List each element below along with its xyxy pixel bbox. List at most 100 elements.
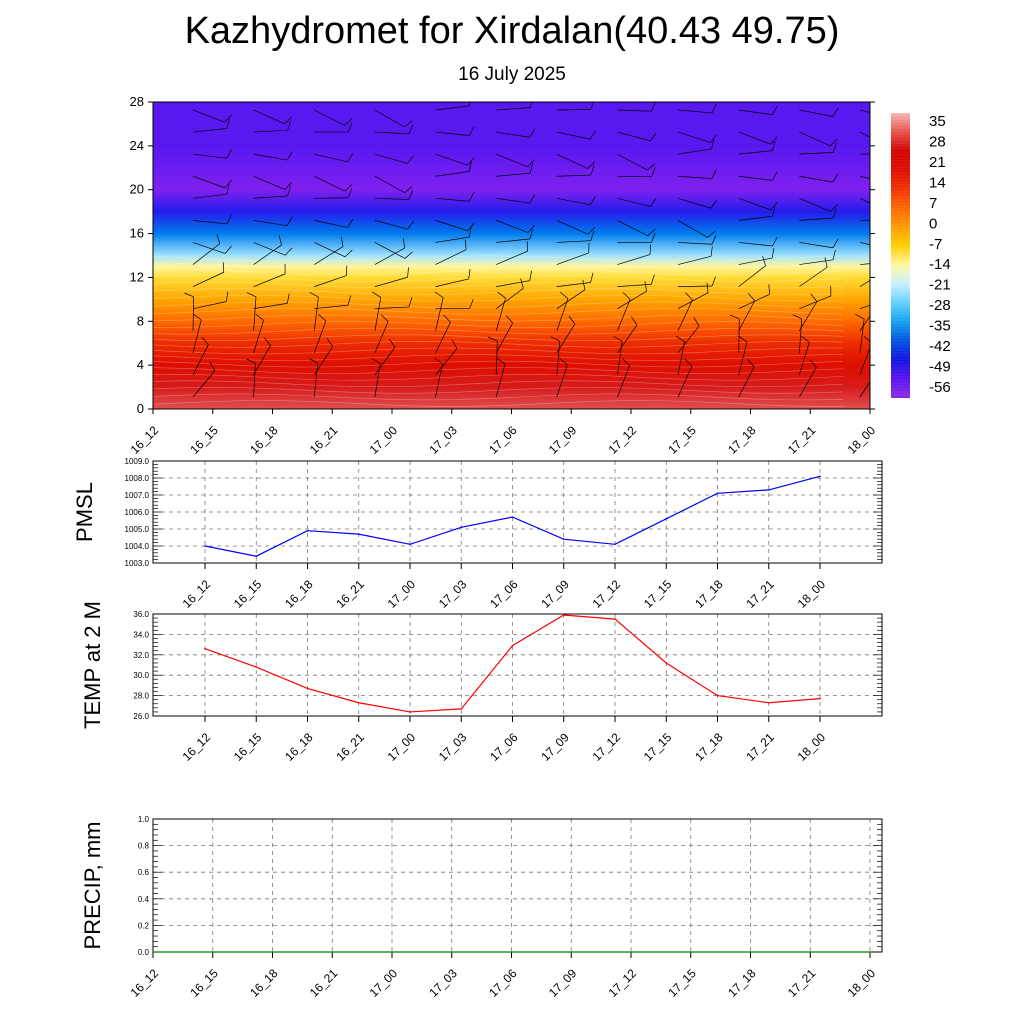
x-tick-label: 17_15 bbox=[665, 423, 699, 457]
x-tick-label: 17_18 bbox=[692, 730, 726, 764]
wind-barb bbox=[678, 255, 712, 265]
wind-barb bbox=[799, 197, 831, 212]
data-point bbox=[716, 694, 719, 697]
x-tick-label: 17_18 bbox=[725, 423, 759, 457]
x-tick-label: 16_12 bbox=[180, 730, 214, 764]
colorbar-ramp bbox=[891, 113, 910, 398]
y-tick-label: 8 bbox=[137, 313, 144, 328]
wind-barb-feather bbox=[832, 107, 839, 117]
wind-barb bbox=[253, 363, 256, 398]
wind-barb-feather bbox=[434, 291, 444, 298]
data-point bbox=[562, 614, 565, 616]
x-tick-label: 18_00 bbox=[845, 423, 879, 457]
wind-barb bbox=[314, 242, 346, 258]
wind-barb bbox=[313, 296, 319, 331]
wind-barb bbox=[799, 109, 833, 117]
x-tick-label: 17_09 bbox=[538, 730, 572, 764]
data-point bbox=[511, 644, 514, 647]
wind-barb bbox=[556, 323, 576, 354]
data-point bbox=[869, 951, 871, 953]
x-tick-label: 17_00 bbox=[385, 730, 419, 764]
colorbar-label: -49 bbox=[929, 359, 951, 376]
data-point bbox=[357, 701, 360, 704]
wind-barb-feather bbox=[706, 282, 709, 293]
wind-barb bbox=[314, 153, 348, 163]
wind-barb-feather bbox=[590, 165, 595, 176]
wind-barb-feather bbox=[469, 299, 474, 309]
wind-barb-feather bbox=[685, 292, 693, 301]
wind-barb bbox=[859, 131, 870, 138]
x-tick-label: 16_12 bbox=[128, 423, 162, 457]
wind-barb bbox=[799, 175, 833, 183]
cross-section-panel: 0 4 8 12 16 20 24 28 16_12 16_15 16_18 16_21 17_00 17… bbox=[128, 94, 889, 457]
data-point bbox=[450, 951, 453, 953]
wind-barb-feather bbox=[887, 259, 889, 269]
colorbar-label: -14 bbox=[929, 256, 951, 273]
wind-barb bbox=[495, 297, 506, 331]
x-tick-label: 16_12 bbox=[128, 966, 162, 1000]
wind-barb-feather bbox=[286, 216, 293, 226]
wind-barb bbox=[738, 215, 773, 221]
data-point bbox=[819, 697, 821, 700]
data-point bbox=[152, 951, 154, 953]
wind-barb bbox=[859, 109, 870, 113]
wind-barb bbox=[496, 107, 531, 111]
wind-barb-feather bbox=[347, 188, 353, 198]
wind-barb bbox=[617, 299, 631, 331]
wind-barb bbox=[435, 153, 468, 166]
wind-barb bbox=[435, 220, 468, 232]
data-point bbox=[255, 555, 258, 557]
wind-barb-feather bbox=[768, 284, 770, 295]
wind-barb bbox=[313, 320, 327, 353]
wind-barb-feather bbox=[711, 234, 717, 245]
wind-barb-feather bbox=[644, 281, 647, 292]
wind-barb-feather bbox=[226, 214, 232, 225]
wind-barb bbox=[192, 220, 227, 225]
wind-barb bbox=[496, 172, 531, 177]
wind-barb-feather bbox=[287, 186, 291, 197]
colorbar-label: 14 bbox=[929, 174, 946, 191]
wind-barb bbox=[314, 220, 348, 228]
y-axis-label: PMSL bbox=[72, 482, 97, 542]
wind-barb-feather bbox=[824, 257, 828, 268]
wind-barb bbox=[313, 363, 319, 398]
wind-barb-feather bbox=[468, 161, 472, 172]
wind-barb bbox=[799, 152, 834, 155]
contour-line bbox=[153, 275, 844, 282]
contour-line bbox=[153, 387, 844, 394]
wind-barb bbox=[314, 197, 349, 199]
wind-barb bbox=[253, 345, 271, 376]
contour-line bbox=[153, 321, 844, 328]
data-point bbox=[255, 666, 258, 668]
wind-barb-feather bbox=[488, 336, 498, 342]
y-tick-label: 28 bbox=[130, 94, 144, 109]
contour-line bbox=[153, 281, 844, 289]
wind-barb-feather bbox=[497, 291, 506, 299]
wind-barb bbox=[859, 304, 870, 310]
x-tick-label: 16_21 bbox=[333, 577, 367, 611]
wind-barb bbox=[859, 242, 870, 245]
wind-barb-feather bbox=[309, 291, 319, 298]
wind-barb-feather bbox=[771, 248, 775, 259]
x-tick-label: 17_09 bbox=[546, 966, 580, 1000]
data-point bbox=[562, 538, 565, 540]
wind-barb bbox=[617, 197, 651, 207]
wind-barb-feather bbox=[467, 222, 475, 232]
data-point bbox=[306, 529, 309, 532]
x-tick-label: 17_06 bbox=[486, 966, 520, 1000]
wind-barb bbox=[556, 298, 569, 331]
wind-barb bbox=[495, 287, 524, 309]
wind-barb-feather bbox=[226, 184, 230, 195]
wind-barb bbox=[556, 341, 561, 375]
wind-barb-feather bbox=[550, 336, 560, 342]
data-point bbox=[665, 518, 668, 520]
wind-barb bbox=[738, 300, 755, 331]
wind-barb-feather bbox=[710, 134, 718, 143]
wind-barb-feather bbox=[318, 314, 327, 322]
data-point bbox=[460, 708, 463, 710]
wind-barb bbox=[556, 153, 588, 169]
wind-barb-feather bbox=[468, 102, 471, 106]
colorbar-label: 21 bbox=[929, 154, 946, 171]
colorbar-label: -21 bbox=[929, 277, 951, 294]
wind-barb bbox=[374, 347, 396, 376]
